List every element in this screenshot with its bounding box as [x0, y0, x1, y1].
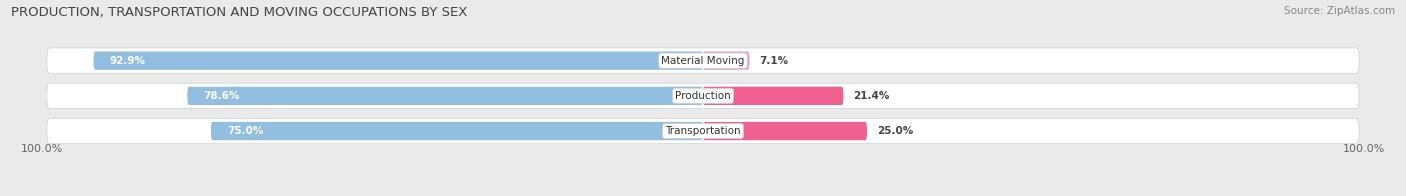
Text: 7.1%: 7.1%: [759, 56, 789, 66]
Text: Production: Production: [675, 91, 731, 101]
FancyBboxPatch shape: [211, 122, 703, 140]
FancyBboxPatch shape: [46, 83, 1360, 109]
Text: 92.9%: 92.9%: [110, 56, 146, 66]
Text: Source: ZipAtlas.com: Source: ZipAtlas.com: [1284, 6, 1395, 16]
FancyBboxPatch shape: [703, 52, 749, 70]
Text: 75.0%: 75.0%: [228, 126, 264, 136]
Text: 21.4%: 21.4%: [853, 91, 890, 101]
Text: 25.0%: 25.0%: [877, 126, 912, 136]
Text: 78.6%: 78.6%: [204, 91, 240, 101]
Text: 100.0%: 100.0%: [1343, 144, 1385, 154]
FancyBboxPatch shape: [703, 87, 844, 105]
FancyBboxPatch shape: [703, 122, 868, 140]
Text: PRODUCTION, TRANSPORTATION AND MOVING OCCUPATIONS BY SEX: PRODUCTION, TRANSPORTATION AND MOVING OC…: [11, 6, 468, 19]
FancyBboxPatch shape: [93, 52, 703, 70]
FancyBboxPatch shape: [187, 87, 703, 105]
Text: Material Moving: Material Moving: [661, 56, 745, 66]
FancyBboxPatch shape: [46, 48, 1360, 73]
Text: Transportation: Transportation: [665, 126, 741, 136]
FancyBboxPatch shape: [46, 118, 1360, 144]
Text: 100.0%: 100.0%: [21, 144, 63, 154]
